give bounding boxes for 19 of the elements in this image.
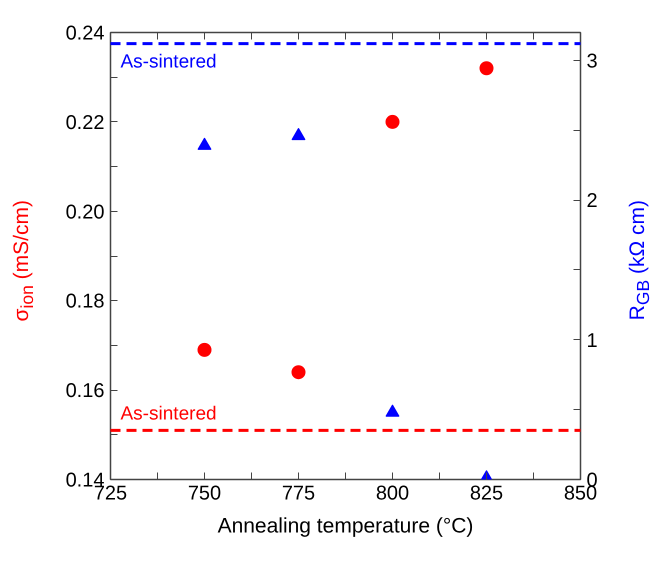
x-axis-title: Annealing temperature (°C): [218, 514, 474, 538]
x-tick-label: 825: [470, 482, 504, 504]
x-tick-label: 800: [376, 482, 410, 504]
y-tick-label: 0.22: [66, 112, 105, 134]
y2-tick-label: 3: [586, 50, 598, 72]
y2-tick-label: 2: [586, 190, 598, 212]
point: [198, 342, 212, 357]
ref-line-label: As-sintered: [120, 403, 217, 424]
y-tick-label: 0.24: [66, 22, 105, 44]
y-tick-label: 0.20: [66, 201, 105, 224]
y2-tick-label: 1: [586, 330, 598, 352]
x-tick-label: 775: [282, 482, 316, 504]
point: [386, 114, 400, 129]
ref-line-label: As-sintered: [120, 52, 217, 73]
x-tick-label: 750: [188, 482, 222, 504]
y-tick-label: 0.16: [66, 380, 105, 402]
point: [292, 365, 306, 380]
y-tick-label: 0.18: [66, 290, 105, 313]
point: [480, 61, 494, 76]
